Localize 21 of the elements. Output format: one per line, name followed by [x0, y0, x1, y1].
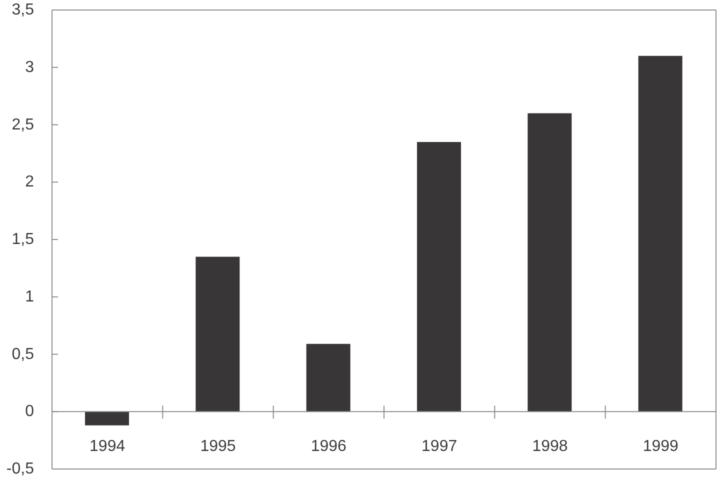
bar: [417, 142, 461, 412]
x-tick-label: 1999: [642, 438, 679, 456]
x-tick-label: 1997: [422, 438, 458, 456]
y-tick-label: 0: [25, 403, 34, 420]
bar: [638, 56, 682, 412]
bar: [196, 256, 240, 412]
x-tick-label: 1994: [90, 438, 126, 456]
x-tick-label: 1998: [532, 438, 568, 456]
y-tick-label: 3,5: [12, 2, 34, 18]
y-tick-label: 1: [25, 288, 34, 306]
x-tick-label: 1996: [310, 438, 347, 456]
bar: [306, 344, 350, 412]
bar: [528, 113, 572, 412]
y-tick-label: 0,5: [12, 346, 34, 363]
y-tick-label: 3: [25, 58, 34, 76]
bar: [85, 412, 129, 426]
y-tick-label: 2: [25, 174, 34, 191]
x-tick-label: 1995: [200, 438, 236, 456]
y-tick-label: 1,5: [12, 231, 34, 248]
y-tick-label: 2,5: [12, 116, 34, 134]
y-tick-label: -0,5: [6, 460, 34, 478]
